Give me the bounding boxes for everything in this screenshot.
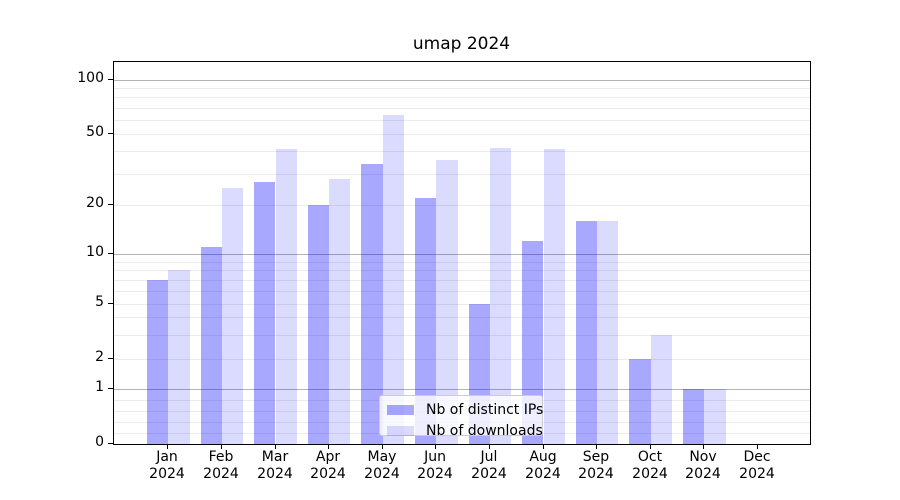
gridline-1 [114,389,810,390]
y-tick-mark-50 [108,133,113,134]
legend-label-downloads: Nb of downloads [426,422,543,439]
gridline-3 [114,335,810,336]
gridline-8 [114,270,810,271]
x-tick-mark-jul [489,444,490,449]
bar-nb-of-distinct-ips-mar [254,181,276,444]
y-tick-label-5: 5 [95,294,104,310]
x-tick-mark-apr [328,444,329,449]
x-tick-mark-oct [650,444,651,449]
y-tick-mark-2 [108,358,113,359]
bar-nb-of-downloads-jun [436,159,458,444]
bar-nb-of-downloads-feb [221,187,244,444]
legend-label-distinct-ips: Nb of distinct IPs [426,401,544,418]
gridline-7 [114,280,810,281]
x-tick-mark-dec [757,444,758,449]
bar-nb-of-downloads-may [382,114,405,444]
x-tick-mark-nov [703,444,704,449]
gridline-40 [114,151,810,152]
y-tick-label-2: 2 [95,349,104,365]
bar-nb-of-downloads-apr [329,178,351,444]
gridline-10 [114,254,810,255]
x-tick-label-mar-2024: Mar 2024 [257,449,293,482]
x-tick-mark-jun [435,444,436,449]
gridline-30 [114,174,810,175]
gridline-6 [114,291,810,292]
legend-row-downloads: Nb of downloads [380,420,543,441]
bar-nb-of-downloads-aug [543,149,565,444]
bar-nb-of-distinct-ips-aug [522,241,544,444]
x-tick-label-aug-2024: Aug 2024 [525,449,561,482]
y-tick-label-100: 100 [77,70,104,86]
legend-swatch-distinct-ips-icon [387,404,414,415]
y-tick-mark-10 [108,253,113,254]
bar-nb-of-distinct-ips-apr [307,205,330,444]
plot-area: Nb of distinct IPs Nb of downloads [113,61,811,445]
legend-row-distinct-ips: Nb of distinct IPs [380,399,544,420]
y-tick-label-50: 50 [86,124,104,140]
y-tick-label-20: 20 [86,195,104,211]
y-tick-mark-5 [108,303,113,304]
x-tick-mark-jan [167,444,168,449]
legend-swatch-downloads-icon [387,425,414,436]
x-tick-label-oct-2024: Oct 2024 [632,449,668,482]
x-tick-label-apr-2024: Apr 2024 [310,449,346,482]
bar-nb-of-distinct-ips-nov [682,389,705,444]
gridline-5 [114,304,810,305]
x-tick-mark-aug [543,444,544,449]
gridline-2 [114,359,810,360]
x-tick-label-nov-2024: Nov 2024 [685,449,721,482]
x-tick-label-feb-2024: Feb 2024 [203,449,239,482]
gridline-60 [114,120,810,121]
bar-nb-of-downloads-oct [650,334,673,444]
gridline-80 [114,97,810,98]
x-tick-mark-sep [596,444,597,449]
x-tick-label-dec-2024: Dec 2024 [739,449,775,482]
legend: Nb of distinct IPs Nb of downloads [379,395,544,439]
y-tick-label-1: 1 [95,379,104,395]
x-tick-label-jan-2024: Jan 2024 [149,449,185,482]
gridline-70 [114,108,810,109]
bar-nb-of-downloads-nov [704,389,726,444]
y-tick-label-0: 0 [95,434,104,450]
y-tick-label-10: 10 [86,244,104,260]
bar-nb-of-distinct-ips-feb [200,247,222,444]
bar-nb-of-downloads-jul [489,147,512,444]
x-tick-label-sep-2024: Sep 2024 [578,449,614,482]
y-tick-mark-20 [108,204,113,205]
gridline-100 [114,80,810,81]
bar-nb-of-distinct-ips-sep [575,220,598,444]
gridline-4 [114,317,810,318]
x-tick-mark-feb [221,444,222,449]
bar-nb-of-downloads-sep [597,220,619,444]
y-tick-mark-100 [108,79,113,80]
bar-nb-of-downloads-jan [168,270,190,444]
bar-nb-of-distinct-ips-oct [629,359,651,444]
x-tick-label-jun-2024: Jun 2024 [417,449,453,482]
bar-nb-of-downloads-mar [275,149,297,444]
gridline-9 [114,262,810,263]
x-tick-label-jul-2024: Jul 2024 [471,449,507,482]
x-tick-label-may-2024: May 2024 [364,449,400,482]
bar-nb-of-distinct-ips-jan [146,279,169,444]
y-tick-mark-0 [108,443,113,444]
gridline-20 [114,205,810,206]
x-tick-mark-mar [275,444,276,449]
bar-nb-of-distinct-ips-jun [414,197,437,444]
gridline-90 [114,88,810,89]
chart-title: umap 2024 [412,34,511,54]
x-tick-mark-may [382,444,383,449]
y-tick-mark-1 [108,388,113,389]
gridline-50 [114,134,810,135]
bar-nb-of-distinct-ips-may [361,163,383,444]
